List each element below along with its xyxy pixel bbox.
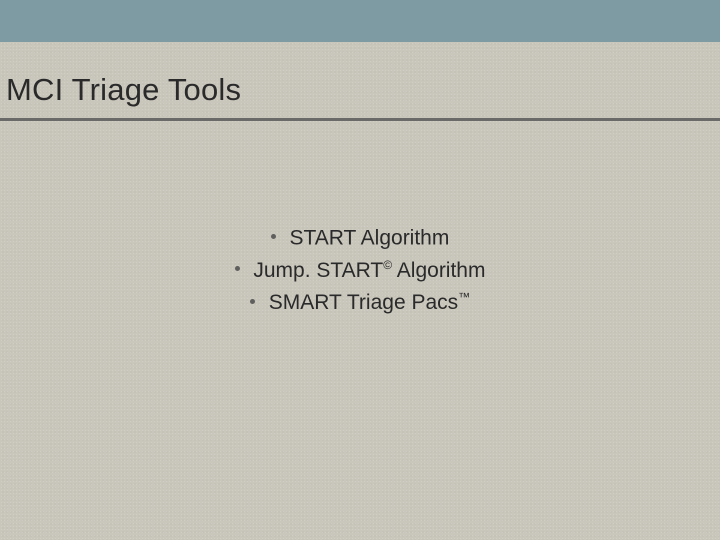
title-divider [0, 118, 720, 121]
bullet-text-before: SMART Triage Pacs [269, 291, 458, 314]
bullet-text: SMART Triage Pacs™ [269, 291, 470, 314]
bullet-dot-icon [250, 299, 255, 304]
trademark-symbol: ™ [458, 290, 470, 304]
bullet-text: Jump. START© Algorithm [253, 259, 485, 282]
bullet-text-before: Jump. START [253, 259, 383, 282]
bullet-list: START Algorithm Jump. START© Algorithm S… [0, 222, 720, 319]
bullet-dot-icon [271, 234, 276, 239]
list-item: SMART Triage Pacs™ [250, 287, 470, 319]
bullet-dot-icon [235, 266, 240, 271]
bullet-text: START Algorithm [289, 226, 449, 249]
copyright-symbol: © [383, 258, 392, 272]
list-item: START Algorithm [271, 222, 450, 254]
list-item: Jump. START© Algorithm [235, 254, 486, 286]
page-title: MCI Triage Tools [6, 72, 241, 108]
top-accent-band [0, 0, 720, 42]
bullet-text-after: Algorithm [392, 259, 485, 282]
